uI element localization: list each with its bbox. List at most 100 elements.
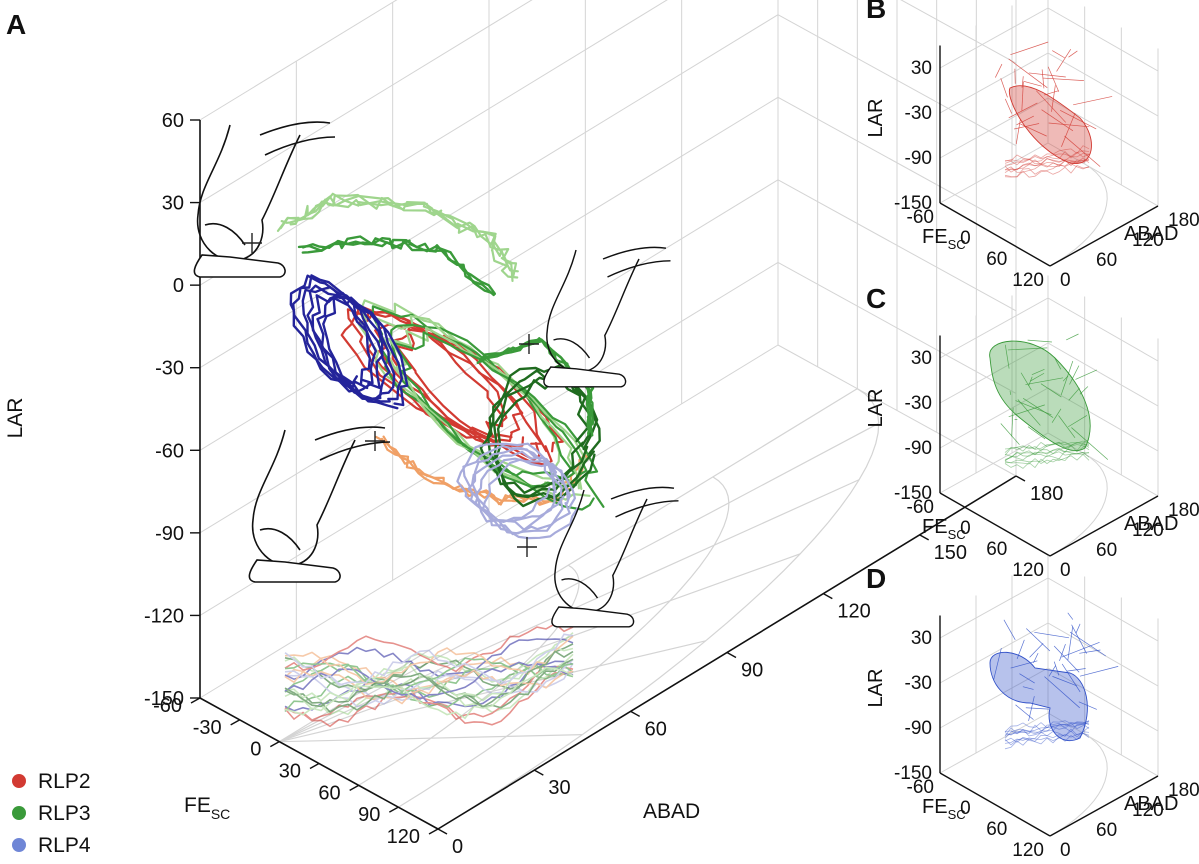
- mesh-edge: [1004, 98, 1012, 114]
- shadow-trace: [1004, 152, 1090, 166]
- panel-a-trajectories: [276, 192, 605, 540]
- mesh-edge: [1066, 333, 1079, 341]
- panel-letter: B: [866, 0, 886, 24]
- x-tick-label: 60: [986, 819, 1007, 840]
- legend-label-rlp2: RLP2: [38, 770, 91, 793]
- panel-a-z-axis-label: LAR: [4, 398, 27, 439]
- mesh-edge: [1034, 631, 1070, 639]
- y-tick-label: 180: [1168, 780, 1199, 801]
- mesh-edge: [1075, 369, 1098, 380]
- mesh-outline: [989, 651, 1088, 742]
- mesh-edge: [1027, 339, 1052, 343]
- trace-rlp4-light: [482, 458, 579, 540]
- shadow-trace: [1004, 444, 1090, 458]
- x-label-main: FE: [922, 796, 948, 818]
- mesh-edge: [1008, 404, 1045, 418]
- shadow-trace: [1004, 150, 1090, 166]
- mesh-edge: [1008, 102, 1038, 119]
- grid-line: [939, 7, 1049, 69]
- shadow-trace: [1004, 723, 1090, 739]
- mesh-edge: [1079, 666, 1119, 677]
- z-tick-label: -30: [905, 393, 932, 414]
- y-tick-label: 60: [1096, 250, 1117, 271]
- x-tick-label: 120: [1012, 560, 1044, 581]
- shadow-trace: [1004, 163, 1090, 178]
- x-tick-mark: [190, 697, 201, 704]
- mesh-edge: [1000, 423, 1020, 445]
- mesh-floor-shadow: [1004, 145, 1090, 178]
- legend-label-rlp3: RLP3: [38, 802, 91, 825]
- trace-rlp3-loop: [387, 326, 591, 501]
- y-tick-mark: [1015, 475, 1026, 482]
- grid-line: [939, 577, 1049, 639]
- z-tick-label: -150: [894, 483, 932, 504]
- shadow-trace: [1004, 151, 1090, 165]
- mesh-edge: [1016, 639, 1025, 659]
- z-tick-label: 30: [911, 348, 932, 369]
- grid-line: [939, 667, 1049, 729]
- mesh-edge: [1022, 398, 1054, 418]
- z-tick-label: 30: [911, 58, 932, 79]
- x-tick-mark: [309, 762, 320, 770]
- x-label-main: FE: [922, 226, 948, 248]
- shadow-trace: [1004, 440, 1090, 456]
- y-tick-label: 0: [1060, 270, 1071, 291]
- mesh-edge: [1060, 360, 1074, 396]
- shadow-trace: [1005, 145, 1090, 162]
- x-tick-label: 120: [1012, 270, 1044, 291]
- mesh-wireframe: [993, 612, 1119, 721]
- x-axis-label: FESC: [922, 516, 966, 542]
- trace-rlp3-loop: [389, 323, 588, 488]
- y-tick-label: 120: [1132, 230, 1164, 251]
- y-axis-line: [1049, 775, 1159, 837]
- mesh-edge: [1061, 642, 1100, 658]
- floor-shadow-trace: [284, 671, 574, 728]
- floor-arc: [1049, 733, 1108, 837]
- trace-rlp4-dark: [316, 294, 404, 403]
- mesh-edge: [1047, 66, 1060, 92]
- x-tick-label: 60: [986, 539, 1007, 560]
- z-tick-label: -150: [894, 763, 932, 784]
- y-tick-mark: [919, 534, 930, 541]
- mesh-edge: [1068, 387, 1080, 401]
- y-axis-label: ABAD: [1124, 793, 1178, 815]
- y-tick-mark: [630, 710, 641, 717]
- floor-spoke: [279, 734, 583, 743]
- limb-foot: [248, 559, 341, 583]
- mesh-edge: [1068, 50, 1078, 58]
- mesh-edge: [1011, 407, 1014, 437]
- mesh-edge: [1044, 676, 1080, 709]
- grid-line: [199, 14, 779, 369]
- mesh-edge: [1079, 386, 1089, 395]
- z-tick-label: -90: [905, 148, 932, 169]
- x-tick-label: -60: [907, 777, 934, 798]
- shadow-trace: [1004, 444, 1090, 461]
- mesh-edge: [1078, 701, 1097, 710]
- grid-line: [939, 97, 1049, 159]
- mesh-edge: [1048, 665, 1056, 677]
- shadow-trace: [1004, 730, 1090, 746]
- z-tick-label: 60: [162, 110, 184, 132]
- panel-a-letter: A: [6, 9, 26, 40]
- shadow-trace: [1004, 722, 1090, 736]
- z-axis-label: LAR: [865, 669, 887, 708]
- mesh-edge: [1061, 112, 1076, 147]
- panel-a-crosshairs: [242, 233, 539, 557]
- legend-marker-rlp3: [12, 806, 26, 820]
- mesh-edge: [1071, 624, 1087, 654]
- x-tick-label: -60: [907, 207, 934, 228]
- y-tick-mark: [437, 828, 448, 835]
- mesh-edge: [1026, 628, 1051, 652]
- z-tick-label: -60: [155, 440, 184, 462]
- floor-shadow-trace: [284, 622, 574, 673]
- mesh-edge: [1023, 80, 1042, 87]
- x-tick-mark: [428, 828, 439, 835]
- limb-detail: [259, 528, 301, 551]
- mesh-edge: [1029, 372, 1045, 382]
- mesh-edge: [1019, 673, 1035, 684]
- grid-line: [1047, 52, 1159, 117]
- mesh-edge: [1028, 376, 1033, 386]
- mesh-edge: [1067, 668, 1086, 672]
